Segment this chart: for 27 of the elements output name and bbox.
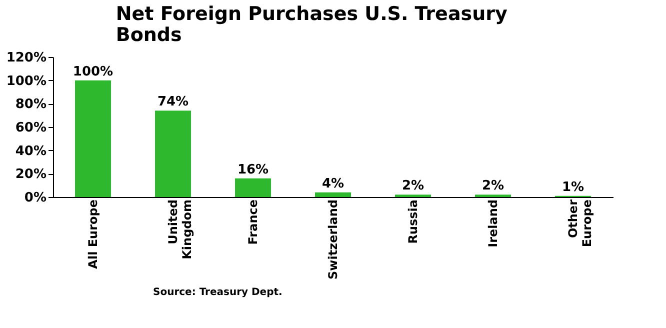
source-note: Source: Treasury Dept.: [153, 287, 282, 298]
y-tick-label: 40%: [15, 144, 46, 159]
x-tick-label: Other Europe: [566, 199, 594, 248]
data-label: 74%: [157, 94, 189, 110]
y-tick-label: 120%: [6, 50, 46, 66]
y-tick-label: 100%: [6, 74, 46, 89]
bar: [75, 80, 111, 197]
data-label: 2%: [482, 178, 504, 194]
x-tick-label: Russia: [406, 200, 420, 244]
bar: [315, 192, 351, 197]
y-tick-label: 0%: [24, 190, 46, 206]
data-label: 4%: [322, 176, 344, 192]
data-label: 16%: [237, 162, 269, 178]
x-tick-label: France: [246, 200, 260, 245]
bar: [155, 110, 191, 197]
data-label: 2%: [402, 178, 424, 194]
x-tick-label: Switzerland: [326, 200, 340, 280]
y-tick-label: 20%: [15, 167, 46, 182]
bar: [235, 178, 271, 197]
chart-title: Net Foreign Purchases U.S. Treasury Bonds: [116, 3, 508, 46]
y-tick-label: 60%: [15, 120, 46, 136]
x-tick-label: Ireland: [486, 200, 500, 248]
data-label: 100%: [72, 64, 114, 80]
y-tick-label: 80%: [15, 97, 46, 112]
x-tick-label: All Europe: [86, 200, 100, 269]
x-tick-label: United Kingdom: [166, 200, 194, 260]
data-label: 1%: [562, 180, 584, 195]
